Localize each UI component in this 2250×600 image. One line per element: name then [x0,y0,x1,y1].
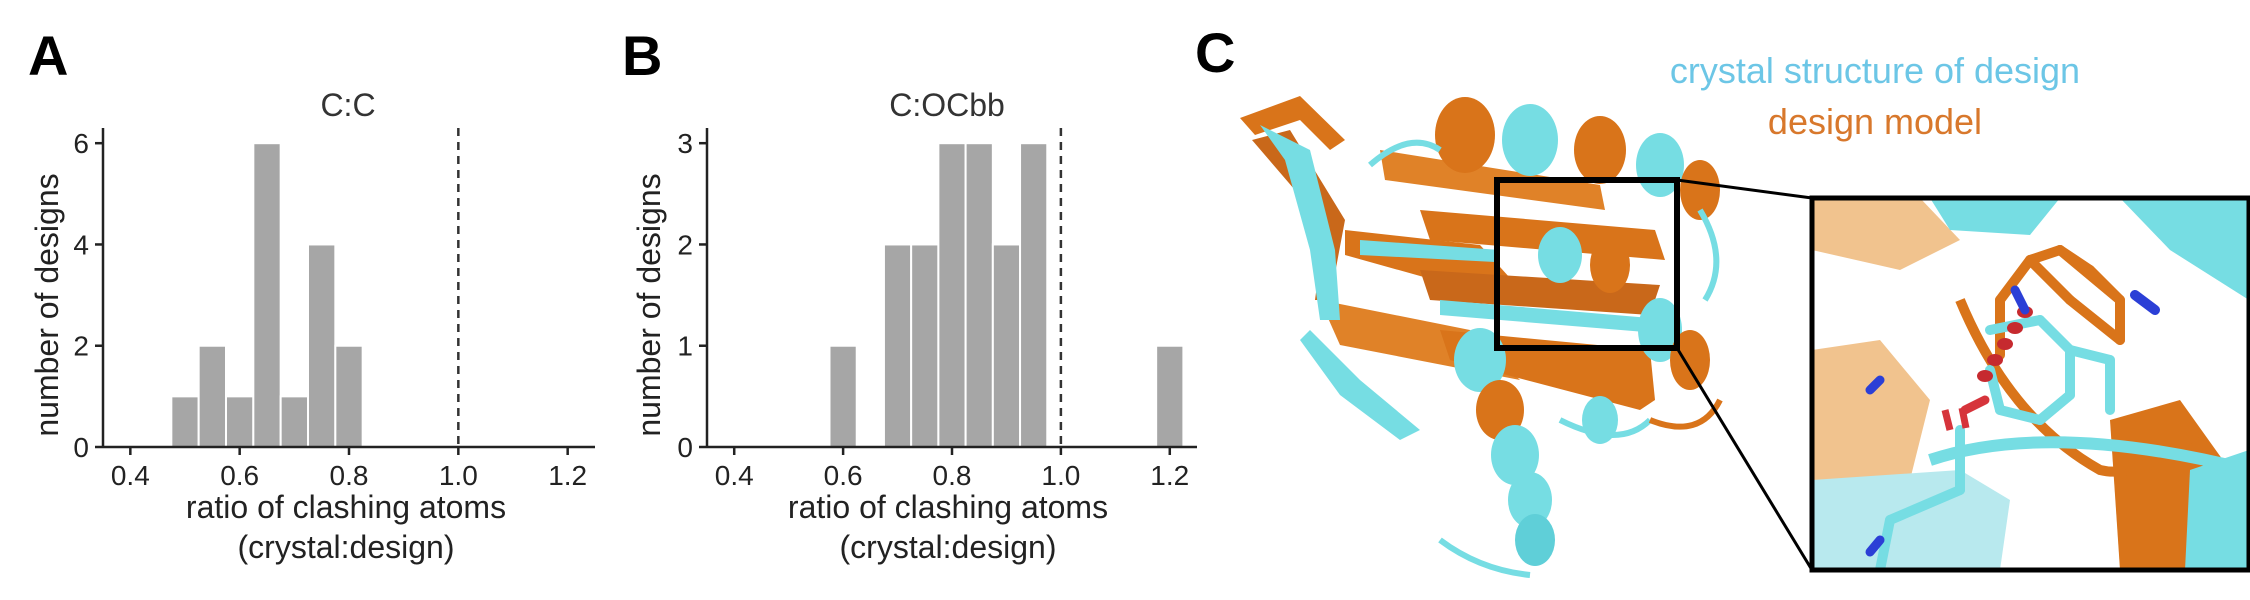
y-tick-label-cocbb-0: 0 [677,432,693,463]
x-tick-label-cocbb-4: 1.2 [1150,460,1189,491]
histogram-bar-cocbb-7 [1155,344,1185,449]
protein-cartoon [1240,96,1723,578]
y-tick-label-cocbb-2: 2 [677,229,693,260]
y-tick-label-cocbb-1: 1 [677,331,693,362]
y-axis-label-cc: number of designs [29,173,65,436]
panel-label-a: A [28,24,68,87]
histogram-bar-cc-5 [307,243,337,448]
chart-title-cc: C:C [320,87,375,123]
histogram-bar-cocbb-5 [991,243,1022,448]
x-tick-label-cocbb-1: 0.6 [824,460,863,491]
histogram-bar-cc-6 [334,344,364,449]
histogram-bar-cocbb-3 [937,142,967,448]
y-tick-label-cocbb-3: 3 [677,128,693,159]
y-tick-label-cc-1: 2 [73,331,89,362]
x-axis-label-cc: ratio of clashing atoms [186,489,506,525]
zoom-connector-top [1676,178,1813,200]
x-tick-label-cc-1: 0.6 [220,460,259,491]
zoom-inset [1809,195,2250,573]
y-tick-label-cc-3: 6 [73,128,89,159]
histogram-bar-cocbb-1 [882,243,913,448]
histogram-cc: C:C number of designs ratio of clashing … [29,87,595,565]
x-tick-label-cocbb-3: 1.0 [1041,460,1080,491]
histogram-bar-cc-3 [252,142,282,448]
histogram-bar-cc-4 [279,395,309,449]
histogram-bar-cocbb-2 [910,243,940,448]
histogram-bar-cc-1 [197,344,228,449]
y-axis-label-cocbb: number of designs [631,173,667,436]
legend-crystal: crystal structure of design [1670,50,2080,91]
panel-label-b: B [622,24,662,87]
chart-title-cocbb: C:OCbb [889,87,1005,123]
zoom-region-box [1494,177,1680,351]
histogram-bar-cocbb-0 [828,344,858,449]
y-tick-label-cc-0: 0 [73,432,89,463]
x-tick-label-cocbb-0: 0.4 [715,460,754,491]
histogram-bar-cc-2 [225,395,255,449]
x-tick-label-cc-2: 0.8 [330,460,369,491]
legend-model: design model [1768,101,1982,142]
x-axis-label-cocbb: ratio of clashing atoms [788,489,1108,525]
protein-structure-image: crystal structure of design design model [1240,50,2250,578]
histogram-cocbb: C:OCbb number of designs ratio of clashi… [631,87,1197,565]
x-tick-label-cocbb-2: 0.8 [933,460,972,491]
x-tick-label-cc-4: 1.2 [548,460,587,491]
y-tick-label-cc-2: 4 [73,229,89,260]
x-tick-label-cc-3: 1.0 [439,460,478,491]
histogram-bar-cocbb-6 [1019,142,1049,448]
histogram-bar-cocbb-4 [964,142,994,448]
x-axis-label2-cocbb: (crystal:design) [840,529,1057,565]
x-axis-label2-cc: (crystal:design) [238,529,455,565]
zoom-connector-bottom [1675,347,1814,571]
x-tick-label-cc-0: 0.4 [111,460,150,491]
histogram-bar-cc-0 [170,395,200,449]
panel-label-c: C [1195,21,1235,84]
